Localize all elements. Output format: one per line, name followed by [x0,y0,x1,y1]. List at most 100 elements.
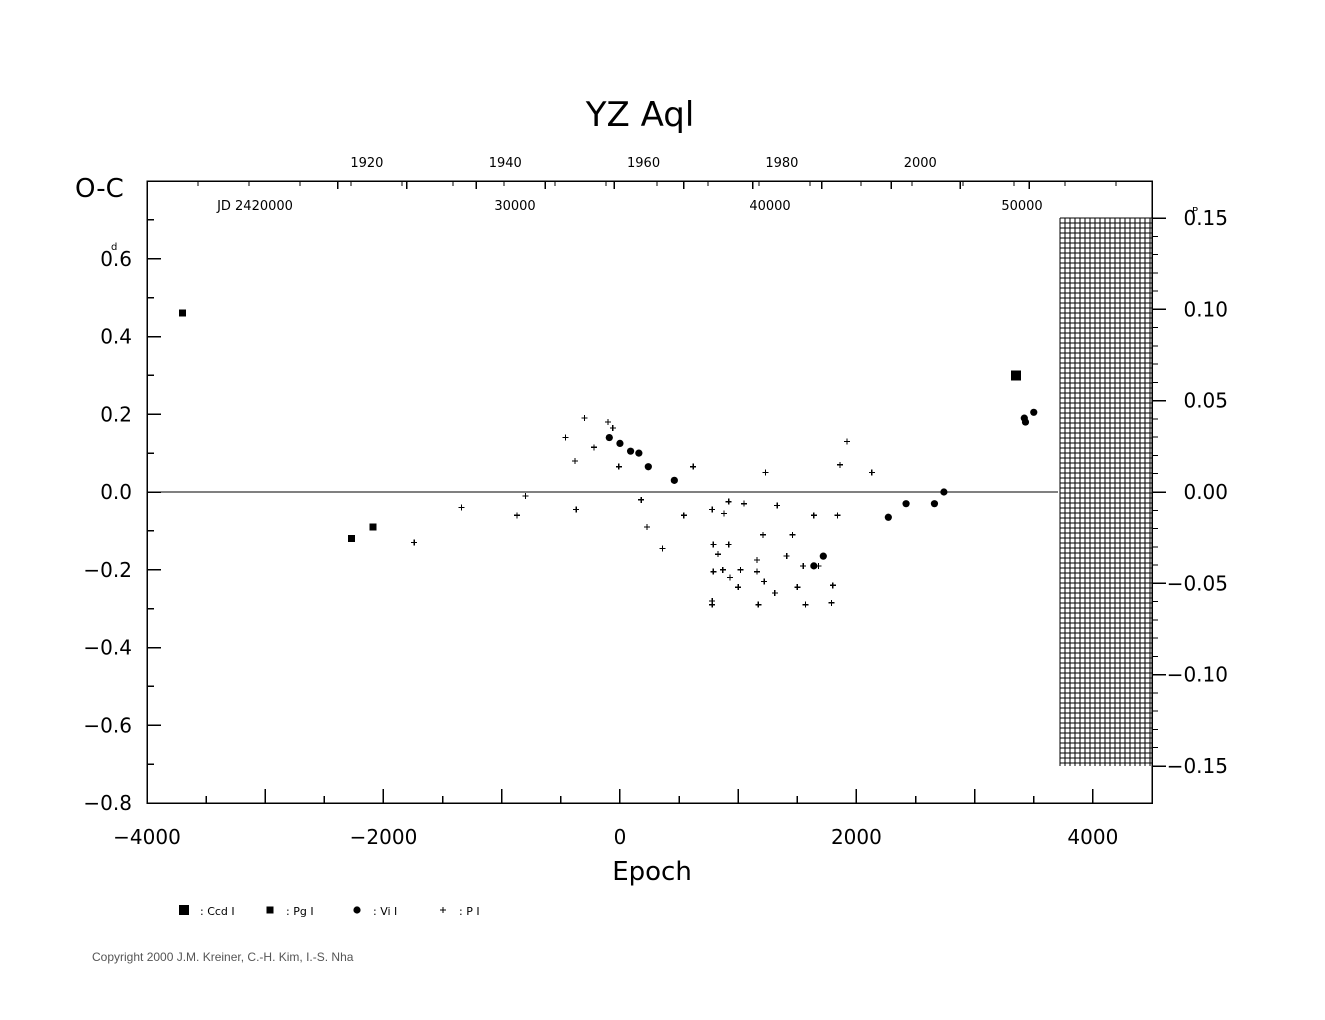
data-point-plus [754,557,761,564]
data-point-plus [715,551,722,558]
data-point-square-small [348,535,356,543]
data-point-plus [829,582,836,589]
data-point-plus [754,568,761,575]
data-point-plus [458,504,465,511]
data-point-plus [735,584,742,591]
data-point-plus [843,438,850,445]
data-point-plus [800,562,807,569]
data-point-plus [581,415,588,422]
legend-marker [440,907,446,913]
axis-tick-labels: −4000 −2000 0 2000 4000 −0.8 −0.6 −0.4 −0.2 0.0 0.… [83,156,1228,849]
data-point-plus [815,562,822,569]
data-point-plus [615,463,622,470]
data-point-circle [626,447,635,455]
future-region-hatch [1059,217,1152,766]
data-point-plus [789,531,796,538]
right-tick-label: 0.00 [1183,480,1228,504]
y-axis-title: O-C [75,174,124,204]
data-point-plus [794,584,801,591]
data-point-plus [411,539,418,546]
axis-ticks [146,180,1166,804]
data-point-plus [710,541,717,548]
data-point-plus [680,512,687,519]
data-point-plus [828,599,835,606]
data-point-square-small [369,523,377,531]
right-tick-label: −0.05 [1167,571,1228,595]
data-point-circle [902,500,910,508]
year-tick-label: 1960 [627,156,660,171]
data-point-plus [774,502,781,509]
data-point-plus [719,566,726,573]
data-point-plus [709,506,716,513]
y-tick-label: −0.4 [83,636,132,660]
data-point-circle [930,500,939,508]
data-point-circle [1021,418,1030,426]
legend-marker [353,906,361,914]
data-point-plus [868,469,875,476]
legend-label: : P I [459,905,480,918]
data-point-plus [590,444,597,451]
data-point-plus [834,512,841,519]
y-tick-label: −0.6 [83,713,132,737]
data-point-plus [710,568,717,575]
data-point-square-large [1011,370,1022,381]
y-tick-label: 0.2 [100,402,132,426]
x-tick-label: 0 [614,825,627,849]
legend-label: : Vi I [373,905,397,918]
data-point-plus [572,457,579,464]
data-point-plus [720,510,727,517]
data-point-plus [760,531,767,538]
data-point-circle [819,552,827,560]
jd-tick-label: JD 2420000 [216,199,293,214]
y-tick-label: 0.0 [100,480,132,504]
right-tick-label: −0.15 [1167,754,1228,778]
data-point-circle [884,513,892,521]
data-point-plus [609,424,616,431]
jd-tick-label: 50000 [1001,199,1042,214]
x-tick-label: 2000 [831,825,882,849]
data-point-plus [644,523,651,530]
data-point-circle [940,488,948,496]
y-tick-label: 0.6 [100,247,132,271]
data-point-plus [514,512,521,519]
right-axis-unit: P [1192,206,1198,217]
legend-marker [266,906,274,914]
data-point-plus [638,496,645,503]
right-tick-label: −0.10 [1167,663,1228,687]
data-point-plus [836,461,843,468]
y-tick-label: −0.8 [83,791,132,815]
data-point-circle [605,433,613,442]
legend: : Ccd I: Pg I: Vi I: P I [179,905,480,918]
right-tick-label: 0.15 [1183,206,1228,230]
copyright-text: Copyright 2000 J.M. Kreiner, C.-H. Kim, … [92,950,354,964]
data-point-plus [659,545,666,552]
data-point-plus [605,419,612,426]
year-tick-label: 1920 [350,156,383,171]
jd-tick-label: 40000 [749,199,790,214]
right-tick-label: 0.10 [1183,297,1228,321]
data-point-plus [783,553,790,560]
data-point-plus [725,498,732,505]
data-points [178,309,1038,608]
data-point-plus [755,601,762,608]
jd-tick-label: 30000 [494,199,535,214]
x-tick-label: −2000 [350,825,418,849]
data-point-plus [737,566,744,573]
data-point-plus [725,541,732,548]
data-point-circle [635,449,643,457]
data-point-plus [690,463,697,470]
y-tick-label: −0.2 [83,558,132,582]
y-tick-label: 0.4 [100,325,132,349]
legend-label: : Pg I [286,905,314,918]
year-tick-label: 2000 [904,156,937,171]
data-point-circle [1030,408,1038,416]
data-point-plus [709,601,716,608]
x-axis-title: Epoch [612,857,692,887]
data-point-circle [670,476,678,484]
year-tick-label: 1980 [765,156,798,171]
data-point-plus [741,500,748,507]
chart-title: YZ Aql [585,95,695,135]
data-point-plus [573,506,580,513]
legend-marker [179,905,189,915]
